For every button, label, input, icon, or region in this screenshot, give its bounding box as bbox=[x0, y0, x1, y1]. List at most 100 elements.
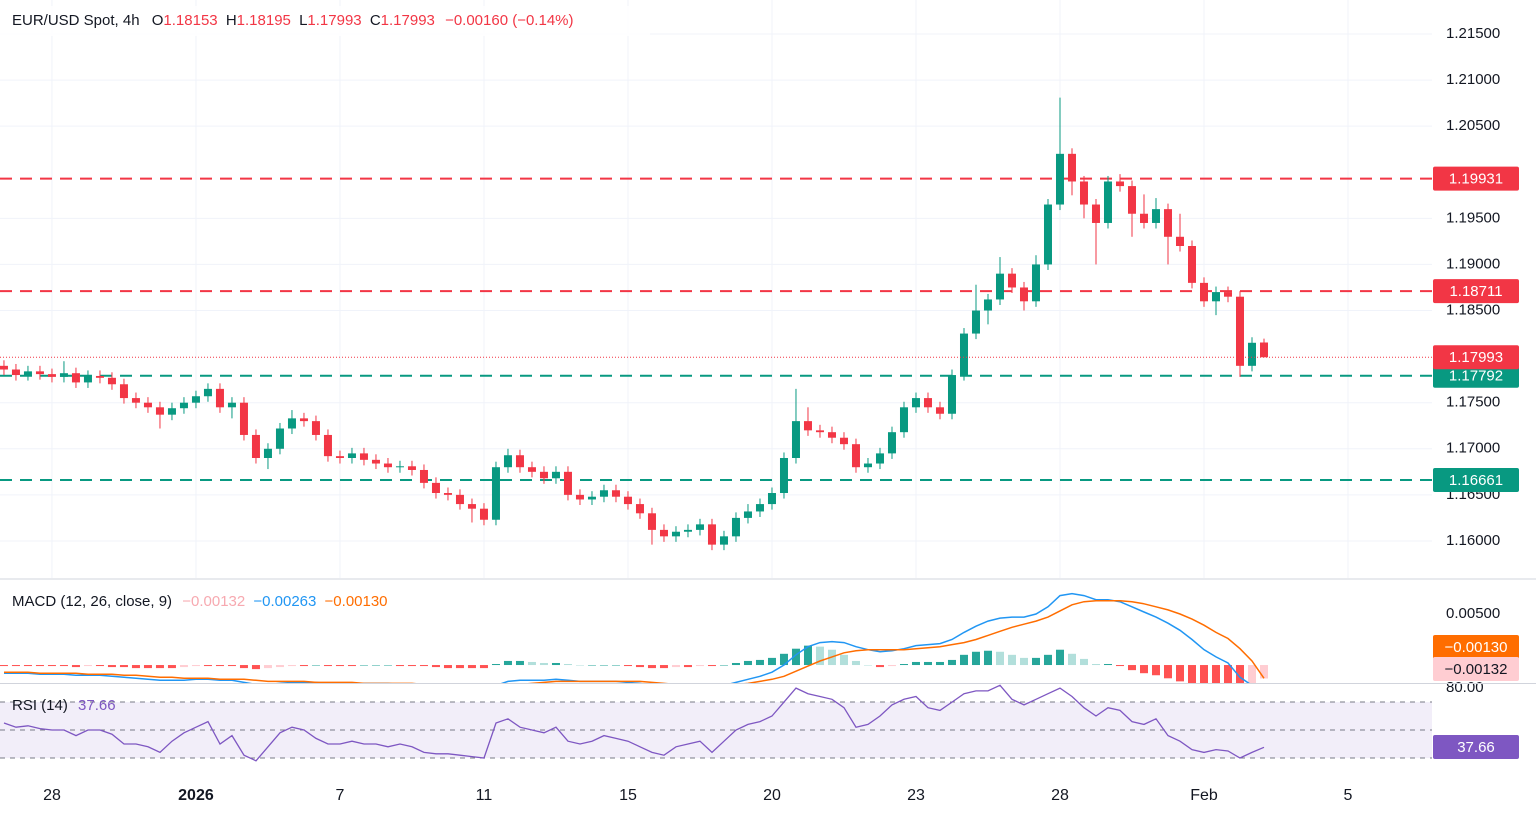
y-tick-label: 1.18500 bbox=[1446, 301, 1500, 318]
macd-hist-bar bbox=[0, 665, 8, 667]
signal-value: −0.00130 bbox=[325, 593, 388, 610]
header: EUR/USD Spot, 4h O1.18153 H1.18195 L1.17… bbox=[12, 12, 574, 29]
macd-hist-bar bbox=[983, 650, 992, 666]
macd-hist-bar bbox=[335, 665, 344, 667]
macd-hist-bar bbox=[995, 651, 1004, 666]
rsi-legend: RSI (14) 37.66 bbox=[12, 697, 116, 714]
y-tick-label: 1.17500 bbox=[1446, 394, 1500, 411]
macd-hist-bar bbox=[971, 651, 980, 666]
price-pane bbox=[0, 0, 1432, 578]
macd-line bbox=[4, 592, 1250, 683]
candle-body bbox=[635, 504, 644, 514]
candle-body bbox=[995, 273, 1004, 300]
macd-hist-bar bbox=[323, 665, 332, 667]
macd-hist-bar bbox=[443, 665, 452, 669]
candle-body bbox=[827, 432, 836, 438]
axes: 28 2026 7 11 15 20 23 28 Feb 51.160001.165001.170… bbox=[43, 25, 1519, 804]
candle-body bbox=[347, 453, 356, 458]
x-tick-label: 7 bbox=[336, 787, 345, 804]
x-tick-label: 2026 bbox=[178, 787, 214, 804]
macd-value: −0.00263 bbox=[253, 593, 316, 610]
candle-body bbox=[47, 374, 56, 377]
macd-hist-bar bbox=[575, 665, 584, 666]
macd-hist-bar bbox=[1055, 649, 1064, 666]
candle-body bbox=[191, 396, 200, 403]
candle-body bbox=[431, 482, 440, 494]
candle-body bbox=[731, 517, 740, 537]
x-tick-label: 23 bbox=[907, 787, 925, 804]
macd-hist-bar bbox=[131, 665, 140, 669]
macd-hist-bar bbox=[767, 657, 776, 666]
ohlc-value: 1.17993 bbox=[381, 12, 435, 29]
price-label-bg bbox=[1433, 345, 1519, 370]
candle-body bbox=[395, 466, 404, 468]
macd-hist-bar bbox=[11, 665, 20, 667]
candle-body bbox=[1259, 342, 1268, 358]
candle-body bbox=[695, 524, 704, 530]
rsi-pane bbox=[0, 684, 1432, 762]
candle-body bbox=[359, 453, 368, 460]
candle-body bbox=[971, 310, 980, 334]
candle-body bbox=[575, 494, 584, 500]
y-tick-label: 1.17000 bbox=[1446, 440, 1500, 457]
candle-body bbox=[203, 388, 212, 397]
candle-body bbox=[719, 536, 728, 545]
macd-hist-bar bbox=[59, 665, 68, 667]
macd-hist-bar bbox=[431, 665, 440, 668]
signal-label-bg bbox=[1433, 635, 1519, 659]
macd-hist-bar bbox=[419, 665, 428, 667]
candle-body bbox=[479, 508, 488, 520]
macd-hist-bar bbox=[1235, 665, 1244, 683]
candle-body bbox=[923, 398, 932, 408]
candle-body bbox=[563, 471, 572, 495]
macd-hist-bar bbox=[1151, 665, 1160, 676]
y-tick-label: 1.16000 bbox=[1446, 532, 1500, 549]
candle-body bbox=[779, 457, 788, 494]
candle-body bbox=[515, 455, 524, 468]
x-tick-label: Feb bbox=[1190, 787, 1218, 804]
candle-body bbox=[35, 371, 44, 375]
y-tick-label: 0.00500 bbox=[1446, 605, 1500, 622]
candle-body bbox=[887, 432, 896, 454]
candle-body bbox=[1103, 181, 1112, 223]
candle-body bbox=[491, 467, 500, 520]
candle-body bbox=[227, 402, 236, 408]
macd-hist-bar bbox=[203, 665, 212, 667]
candle-body bbox=[851, 444, 860, 468]
candle-body bbox=[287, 418, 296, 429]
candle-body bbox=[239, 402, 248, 435]
macd-hist-bar bbox=[863, 665, 872, 666]
x-tick-label: 11 bbox=[476, 787, 493, 804]
macd-hist-bar bbox=[923, 661, 932, 666]
candle-body bbox=[707, 524, 716, 545]
change: −0.00160 (−0.14%) bbox=[445, 12, 573, 29]
macd-hist-bar bbox=[839, 654, 848, 666]
candle-body bbox=[647, 513, 656, 530]
macd-hist-bar bbox=[191, 665, 200, 667]
rsi-label: 37.66 bbox=[1457, 739, 1495, 756]
y-tick-label: 80.00 bbox=[1446, 679, 1484, 696]
macd-hist-bar bbox=[1031, 657, 1040, 666]
macd-hist-bar bbox=[179, 665, 188, 668]
macd-hist-bar bbox=[527, 661, 536, 666]
candle-body bbox=[875, 453, 884, 464]
candle-body bbox=[11, 369, 20, 376]
candle-body bbox=[659, 529, 668, 537]
candle-body bbox=[839, 437, 848, 445]
level-label-bg bbox=[1433, 279, 1519, 304]
macd-hist-bar bbox=[83, 665, 92, 667]
macd-hist-bar bbox=[491, 664, 500, 666]
candle-body bbox=[59, 373, 68, 377]
macd-hist-bar bbox=[395, 665, 404, 667]
x-tick-label: 5 bbox=[1344, 787, 1353, 804]
macd-hist-bar bbox=[1043, 654, 1052, 666]
candle-body bbox=[251, 434, 260, 458]
macd-hist-bar bbox=[911, 661, 920, 666]
candle-body bbox=[1091, 204, 1100, 223]
candle-body bbox=[1223, 292, 1232, 297]
x-tick-label: 15 bbox=[619, 787, 637, 804]
candle-body bbox=[143, 402, 152, 408]
macd-hist-bar bbox=[587, 665, 596, 666]
candle-body bbox=[983, 299, 992, 311]
